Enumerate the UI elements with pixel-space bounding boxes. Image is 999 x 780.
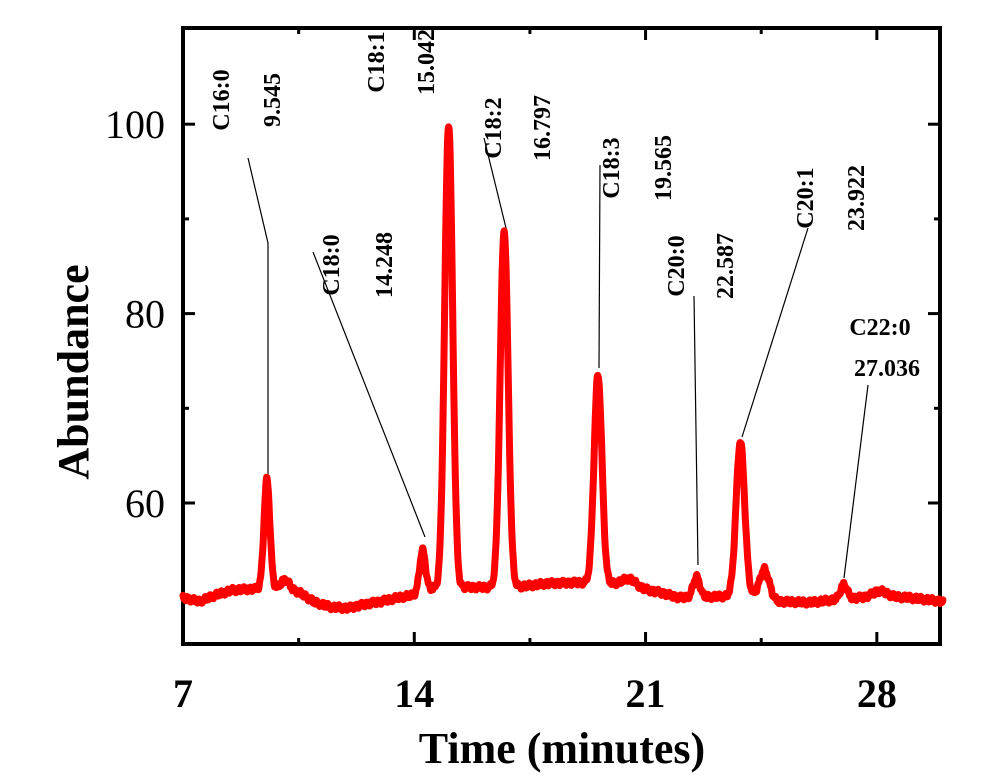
x-tick-label: 21 bbox=[626, 671, 666, 716]
peak-compound-label: C18:3 bbox=[599, 137, 625, 198]
peak-leader-line bbox=[312, 251, 426, 538]
tick-labels: 7 14 21 28 60 80 100 bbox=[105, 102, 897, 716]
peak-leader-line bbox=[843, 384, 869, 579]
peak-labels: C16:0 9.545 C18:0 14.248 C18:1 15.042 C18:2 16.… bbox=[209, 29, 920, 382]
y-tick-label: 100 bbox=[105, 102, 165, 147]
y-axis-title: Abundance bbox=[49, 264, 98, 479]
peak-leader-line bbox=[483, 137, 507, 229]
x-tick-label: 14 bbox=[394, 671, 434, 716]
peak-time-label: 19.565 bbox=[651, 135, 677, 201]
peak-compound-label: C16:0 bbox=[209, 69, 235, 130]
peak-time-label: 22.587 bbox=[713, 233, 739, 299]
plot-frame bbox=[181, 26, 942, 646]
peak-compound-label: C22:0 bbox=[849, 315, 910, 341]
peak-time-label: 15.042 bbox=[414, 29, 440, 95]
peak-leader-line bbox=[247, 157, 269, 475]
peak-leader-line bbox=[741, 227, 809, 438]
peak-compound-label: C20:0 bbox=[664, 235, 690, 296]
peak-leader-line bbox=[693, 295, 699, 566]
peak-time-label: 9.545 bbox=[260, 73, 286, 127]
peak-compound-label: C18:1 bbox=[364, 31, 390, 92]
peak-compound-label: C20:1 bbox=[793, 167, 819, 228]
peak-leader-line bbox=[598, 164, 601, 369]
chromatogram-line bbox=[179, 123, 947, 615]
peak-time-label: 27.036 bbox=[854, 356, 920, 382]
peak-compound-label: C18:0 bbox=[319, 234, 345, 295]
peak-annotations bbox=[247, 137, 869, 579]
peak-time-label: 23.922 bbox=[844, 165, 870, 231]
x-axis-title: Time (minutes) bbox=[419, 724, 705, 773]
peak-time-label: 14.248 bbox=[372, 232, 398, 298]
y-tick-label: 60 bbox=[125, 481, 165, 526]
y-tick-label: 80 bbox=[125, 292, 165, 337]
peak-time-label: 16.797 bbox=[530, 95, 556, 161]
x-tick-label: 28 bbox=[857, 671, 897, 716]
axis-ticks bbox=[181, 28, 940, 644]
x-tick-label: 7 bbox=[173, 671, 193, 716]
peak-compound-label: C18:2 bbox=[481, 97, 507, 158]
